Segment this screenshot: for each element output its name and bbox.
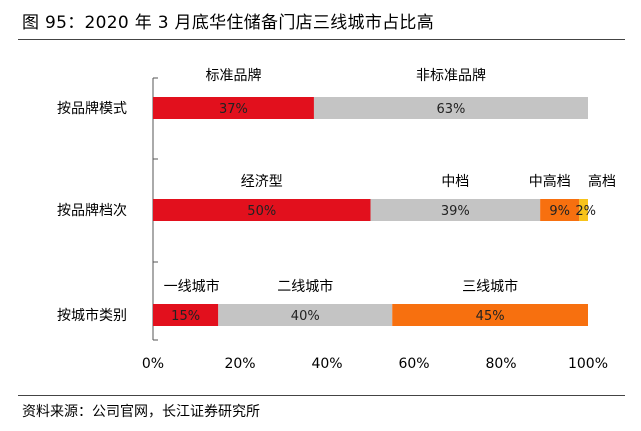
- bar-segment: [153, 199, 371, 221]
- source-rule: [18, 395, 625, 396]
- x-tick-label: 20%: [224, 356, 255, 372]
- x-tick-label: 80%: [485, 356, 516, 372]
- category-label: 按品牌档次: [57, 202, 127, 219]
- x-tick-label: 0%: [142, 356, 164, 372]
- x-tick-label: 60%: [398, 356, 429, 372]
- segment-name-label: 经济型: [241, 174, 283, 190]
- x-tick-label: 40%: [311, 356, 342, 372]
- segment-name-label: 非标准品牌: [416, 67, 486, 84]
- data-label: 40%: [291, 309, 320, 324]
- segment-name-label: 高档: [588, 173, 616, 190]
- bar-segment: [370, 199, 541, 221]
- category-label: 按品牌模式: [57, 100, 127, 117]
- bar-segment: [392, 304, 588, 326]
- data-label: 37%: [219, 102, 248, 117]
- data-label: 45%: [476, 309, 505, 324]
- title-rule: [18, 39, 625, 40]
- x-tick-label: 100%: [568, 356, 608, 372]
- data-label: 50%: [247, 204, 276, 219]
- data-label: 2%: [575, 204, 596, 219]
- data-label: 15%: [171, 309, 200, 324]
- data-label: 39%: [441, 204, 470, 219]
- bar-segment: [313, 97, 588, 119]
- category-label: 按城市类别: [57, 307, 127, 324]
- segment-name-label: 三线城市: [462, 278, 518, 295]
- figure-source: 资料来源：公司官网，长江证券研究所: [22, 404, 260, 420]
- data-label: 63%: [437, 102, 466, 117]
- figure-title: 图 95：2020 年 3 月底华住储备门店三线城市占比高: [22, 13, 435, 33]
- bar-segment: [153, 97, 314, 119]
- segment-name-label: 二线城市: [277, 278, 333, 295]
- segment-name-label: 中高档: [529, 173, 571, 190]
- segment-name-label: 一线城市: [164, 278, 220, 295]
- bar-segment: [218, 304, 393, 326]
- bar-segment: [540, 199, 580, 221]
- data-label: 9%: [549, 204, 570, 219]
- segment-name-label: 中档: [441, 174, 469, 190]
- bar-segment: [579, 199, 588, 221]
- bar-segment: [153, 304, 219, 326]
- segment-name-label: 标准品牌: [205, 67, 261, 84]
